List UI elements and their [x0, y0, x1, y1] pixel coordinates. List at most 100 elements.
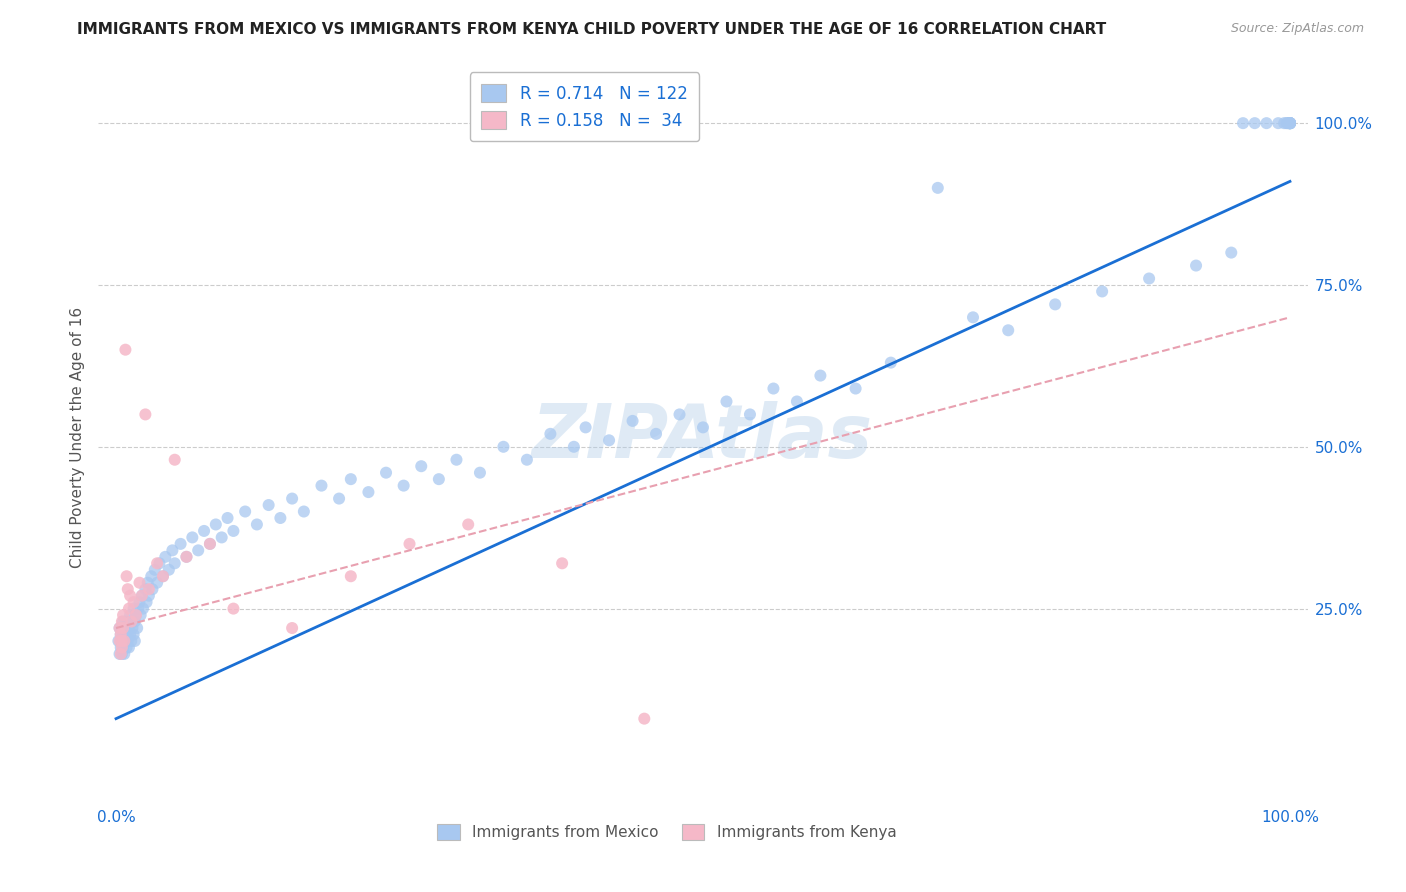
Point [187, 543, 209, 558]
Point [121, 621, 143, 635]
Point [112, 627, 135, 641]
Point [152, 569, 174, 583]
Point [621, 414, 644, 428]
Point [246, 517, 269, 532]
Point [132, 601, 155, 615]
Point [375, 466, 398, 480]
Point [1278, 116, 1301, 130]
Y-axis label: Child Poverty Under the Age of 16: Child Poverty Under the Age of 16 [69, 307, 84, 567]
Point [1275, 116, 1298, 130]
Point [111, 621, 134, 635]
Legend: Immigrants from Mexico, Immigrants from Kenya: Immigrants from Mexico, Immigrants from … [430, 818, 903, 847]
Point [468, 466, 491, 480]
Point [117, 582, 139, 597]
Point [120, 634, 142, 648]
Point [122, 627, 145, 641]
Point [1267, 116, 1289, 130]
Point [997, 323, 1019, 337]
Point [124, 634, 146, 648]
Point [163, 557, 186, 571]
Point [598, 434, 620, 448]
Point [1278, 116, 1301, 130]
Point [120, 615, 142, 629]
Point [845, 382, 868, 396]
Text: IMMIGRANTS FROM MEXICO VS IMMIGRANTS FROM KENYA CHILD POVERTY UNDER THE AGE OF 1: IMMIGRANTS FROM MEXICO VS IMMIGRANTS FRO… [77, 22, 1107, 37]
Point [120, 589, 142, 603]
Point [112, 634, 135, 648]
Point [148, 557, 170, 571]
Point [117, 615, 139, 629]
Point [311, 478, 333, 492]
Point [108, 621, 131, 635]
Point [112, 621, 135, 635]
Text: Source: ZipAtlas.com: Source: ZipAtlas.com [1230, 22, 1364, 36]
Point [131, 589, 153, 603]
Point [138, 582, 160, 597]
Point [786, 394, 808, 409]
Point [143, 563, 166, 577]
Point [114, 634, 136, 648]
Point [1278, 116, 1301, 130]
Point [112, 615, 135, 629]
Point [738, 408, 761, 422]
Point [110, 627, 132, 641]
Point [962, 310, 984, 325]
Point [233, 504, 256, 518]
Point [111, 634, 134, 648]
Point [193, 524, 215, 538]
Point [162, 543, 184, 558]
Point [107, 634, 129, 648]
Point [181, 530, 204, 544]
Point [118, 601, 141, 615]
Point [328, 491, 350, 506]
Point [340, 472, 363, 486]
Point [222, 524, 245, 538]
Point [134, 582, 156, 597]
Point [110, 627, 132, 641]
Point [1091, 285, 1114, 299]
Point [124, 615, 146, 629]
Point [111, 615, 134, 629]
Point [118, 640, 141, 655]
Point [340, 569, 363, 583]
Point [117, 627, 139, 641]
Point [176, 549, 198, 564]
Point [110, 647, 132, 661]
Point [1256, 116, 1278, 130]
Point [115, 569, 138, 583]
Point [152, 569, 174, 583]
Point [281, 621, 304, 635]
Point [122, 595, 145, 609]
Point [516, 452, 538, 467]
Point [446, 452, 468, 467]
Point [880, 356, 903, 370]
Point [716, 394, 738, 409]
Point [157, 563, 180, 577]
Point [111, 634, 134, 648]
Point [198, 537, 221, 551]
Point [169, 537, 191, 551]
Point [1232, 116, 1254, 130]
Point [1243, 116, 1265, 130]
Point [128, 575, 150, 590]
Point [131, 589, 153, 603]
Point [112, 640, 135, 655]
Point [122, 601, 145, 615]
Point [134, 408, 156, 422]
Point [492, 440, 515, 454]
Point [269, 511, 291, 525]
Point [117, 634, 139, 648]
Point [146, 557, 169, 571]
Point [1278, 116, 1301, 130]
Point [1220, 245, 1243, 260]
Point [927, 181, 949, 195]
Point [633, 712, 655, 726]
Point [1278, 116, 1301, 130]
Point [1278, 116, 1301, 130]
Point [551, 557, 574, 571]
Point [281, 491, 304, 506]
Point [141, 582, 163, 597]
Point [1043, 297, 1066, 311]
Point [128, 595, 150, 609]
Point [575, 420, 598, 434]
